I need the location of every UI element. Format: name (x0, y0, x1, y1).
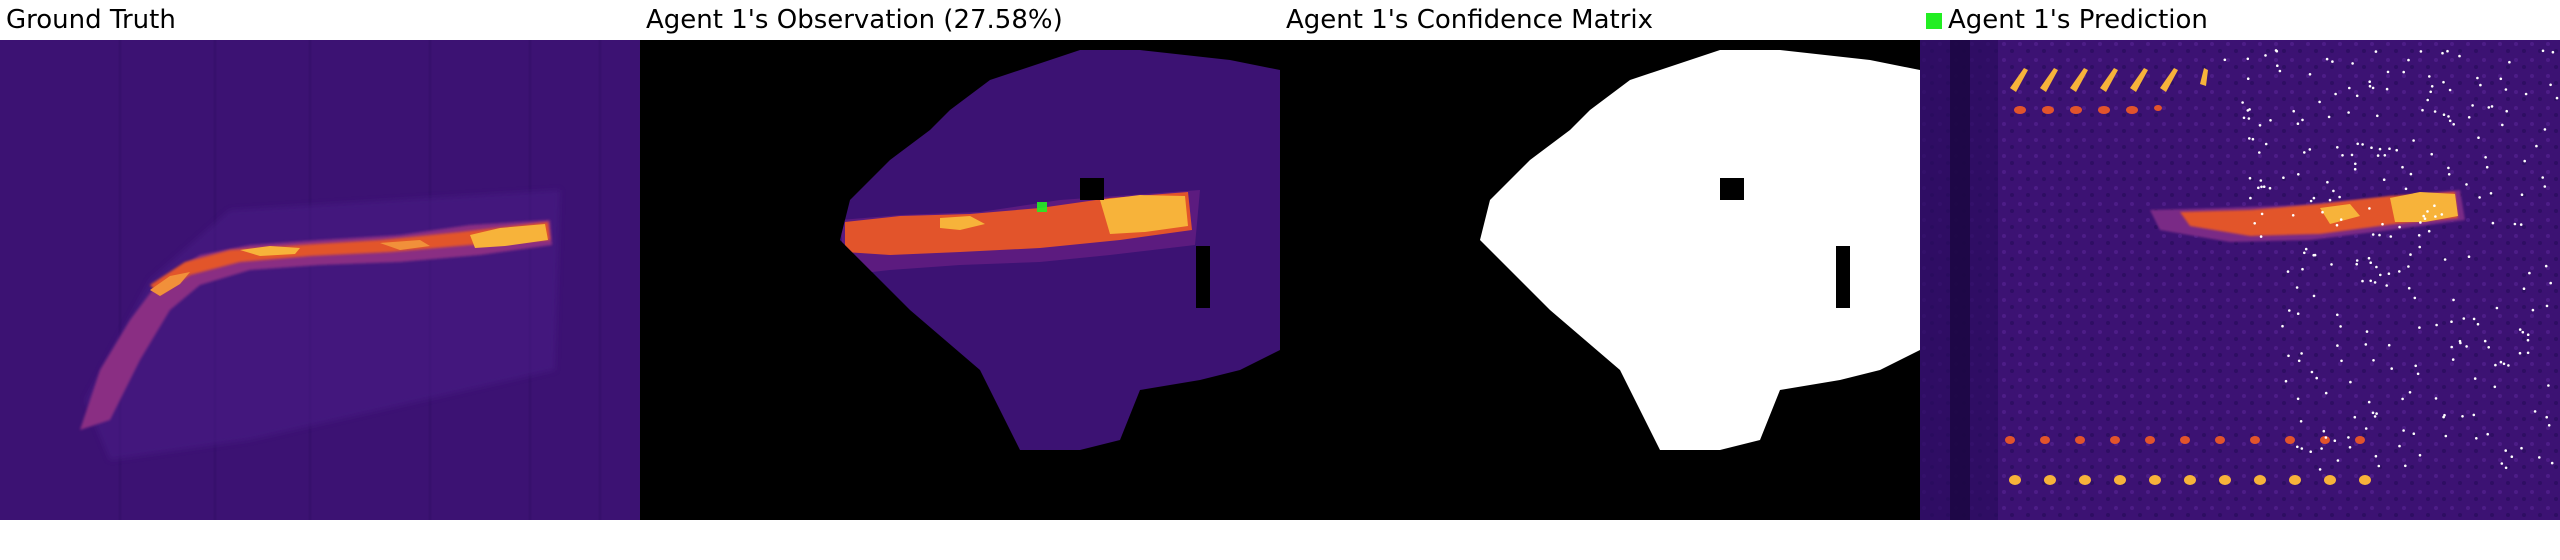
prediction-scatter-dots (2223, 49, 2559, 471)
observation-heatmap (640, 40, 1280, 520)
bottom-blob-row (2005, 436, 2365, 444)
ground-truth-panel (0, 40, 640, 520)
prediction-panel (1920, 40, 2560, 520)
confidence-matrix-title: Agent 1's Confidence Matrix (1286, 5, 1654, 35)
confidence-matrix-image (1280, 40, 1920, 520)
ground-truth-heatmap (0, 40, 640, 520)
prediction-title: Agent 1's Prediction (1926, 2, 2208, 38)
agent-position-marker (1037, 202, 1047, 212)
observation-panel (640, 40, 1280, 520)
prediction-title-text: Agent 1's Prediction (1948, 5, 2208, 35)
confidence-matrix-panel (1280, 40, 1920, 520)
observation-title: Agent 1's Observation (27.58%) (646, 5, 1063, 35)
prediction-legend-marker (1926, 13, 1942, 29)
prediction-heatmap (1920, 40, 2560, 520)
ground-truth-title: Ground Truth (6, 5, 176, 35)
